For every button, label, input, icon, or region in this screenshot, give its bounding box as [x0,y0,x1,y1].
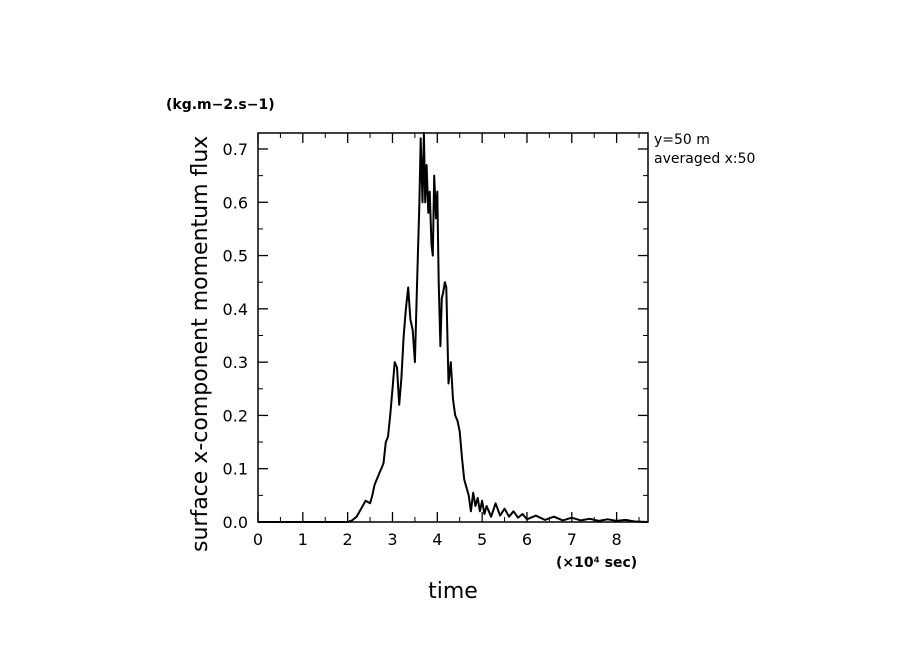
x-tick-label: 5 [477,530,487,549]
y-tick-label: 0.4 [223,300,248,319]
x-axis-title: time [428,579,478,604]
y-tick-label: 0.6 [223,193,248,212]
y-tick-label: 0.7 [223,140,248,159]
x-tick-label: 3 [387,530,397,549]
x-tick-label: 6 [522,530,532,549]
x-tick-label: 2 [343,530,353,549]
y-tick-label: 0.2 [223,406,248,425]
annotation-clip-mask [775,125,904,175]
axis-ticks [257,133,648,523]
x-tick-label: 0 [253,530,263,549]
x-tick-label: 1 [298,530,308,549]
y-tick-label: 0.1 [223,460,248,479]
y-axis-title: surface x-component momentum flux [188,136,213,552]
series-line [258,132,649,523]
tick-labels: 0 1 2 3 4 5 6 7 8 0.0 0.1 0.2 0.3 0.4 0.5 0.6 0.7 [223,140,622,549]
y-tick-label: 0.5 [223,247,248,266]
y-unit-label: (kg.m−2.s−1) [166,97,275,113]
y-tick-label: 0.0 [223,513,248,532]
x-tick-label: 8 [612,530,622,549]
x-tick-label: 7 [567,530,577,549]
x-tick-label: 4 [432,530,442,549]
y-tick-label: 0.3 [223,353,248,372]
annotation-averaging: averaged x:50 [654,151,755,167]
x-unit-label: (×10⁴ sec) [556,555,637,571]
plot-frame [257,132,649,523]
annotation-location: y=50 m [654,132,710,148]
